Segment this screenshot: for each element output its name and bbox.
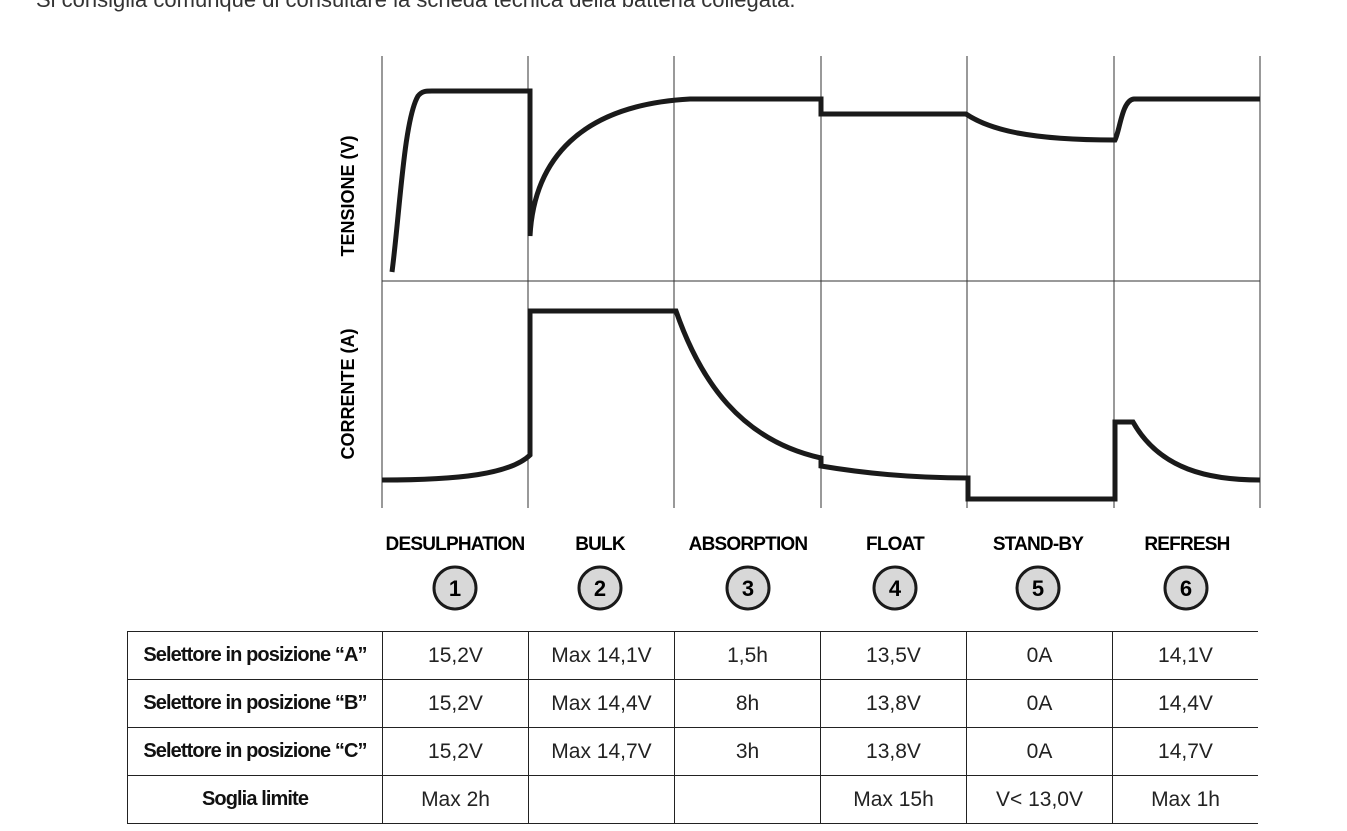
table-row: Soglia limite Max 2h Max 15h V< 13,0V Ma…: [127, 775, 1258, 824]
table-cell: 15,2V: [382, 727, 529, 776]
phase-number-3: 3: [742, 576, 754, 601]
phase-badge-6: 6: [1163, 565, 1209, 611]
current-axis-label: CORRENTE (A): [338, 329, 358, 460]
table-cell: Max 14,7V: [528, 727, 675, 776]
current-curve: [381, 308, 1261, 502]
voltage-curve: [389, 88, 1260, 273]
phase-name-4: FLOAT: [866, 534, 925, 555]
table-row: Selettore in posizione “B” 15,2V Max 14,…: [127, 679, 1258, 728]
table-cell: [674, 775, 821, 824]
table-cell: 0A: [966, 679, 1113, 728]
phase-name-2: BULK: [575, 534, 626, 555]
phase-badges: 1 2 3 4 5 6: [432, 565, 1209, 611]
table-cell: 15,2V: [382, 679, 529, 728]
table-cell: Max 15h: [820, 775, 967, 824]
phase-badge-3: 3: [725, 565, 771, 611]
table-cell: 13,8V: [820, 679, 967, 728]
phase-number-2: 2: [594, 576, 606, 601]
table-cell: 1,5h: [674, 631, 821, 680]
intro-text: Si consiglia comunque di consultare la s…: [36, 0, 795, 13]
table-row: Selettore in posizione “A” 15,2V Max 14,…: [127, 631, 1258, 680]
table-cell: 15,2V: [382, 631, 529, 680]
table-cell: 14,1V: [1112, 631, 1258, 680]
phase-number-4: 4: [889, 576, 902, 601]
phase-badge-4: 4: [872, 565, 918, 611]
phase-number-5: 5: [1032, 576, 1044, 601]
table-cell: Max 14,1V: [528, 631, 675, 680]
table-cell: Max 14,4V: [528, 679, 675, 728]
row-label-c: Selettore in posizione “C”: [127, 727, 383, 776]
table-cell: 14,4V: [1112, 679, 1258, 728]
phase-name-5: STAND-BY: [993, 534, 1084, 555]
phase-number-1: 1: [449, 576, 461, 601]
table-cell: 13,5V: [820, 631, 967, 680]
table-cell: 14,7V: [1112, 727, 1258, 776]
table-cell: 0A: [966, 727, 1113, 776]
charging-phases-diagram: TENSIONE (V) CORRENTE (A) DESULPHATION B…: [338, 56, 1261, 611]
table-cell: 8h: [674, 679, 821, 728]
table-row: Selettore in posizione “C” 15,2V Max 14,…: [127, 727, 1258, 776]
phase-badge-2: 2: [577, 565, 623, 611]
table-cell: [528, 775, 675, 824]
row-label-threshold: Soglia limite: [127, 775, 383, 824]
table-cell: 13,8V: [820, 727, 967, 776]
table-cell: Max 1h: [1112, 775, 1258, 824]
phase-name-3: ABSORPTION: [689, 534, 808, 555]
table-cell: V< 13,0V: [966, 775, 1113, 824]
table-cell: 3h: [674, 727, 821, 776]
table-cell: Max 2h: [382, 775, 529, 824]
row-label-a: Selettore in posizione “A”: [127, 631, 383, 680]
table-cell: 0A: [966, 631, 1113, 680]
phase-labels: DESULPHATION BULK ABSORPTION FLOAT STAND…: [386, 534, 1231, 555]
selector-settings-table: Selettore in posizione “A” 15,2V Max 14,…: [127, 631, 1258, 824]
phase-name-6: REFRESH: [1144, 534, 1229, 555]
phase-badge-5: 5: [1015, 565, 1061, 611]
phase-name-1: DESULPHATION: [386, 534, 525, 555]
row-label-b: Selettore in posizione “B”: [127, 679, 383, 728]
phase-number-6: 6: [1180, 576, 1192, 601]
voltage-axis-label: TENSIONE (V): [338, 135, 358, 256]
phase-badge-1: 1: [432, 565, 478, 611]
diagram-grid: [381, 56, 1261, 508]
